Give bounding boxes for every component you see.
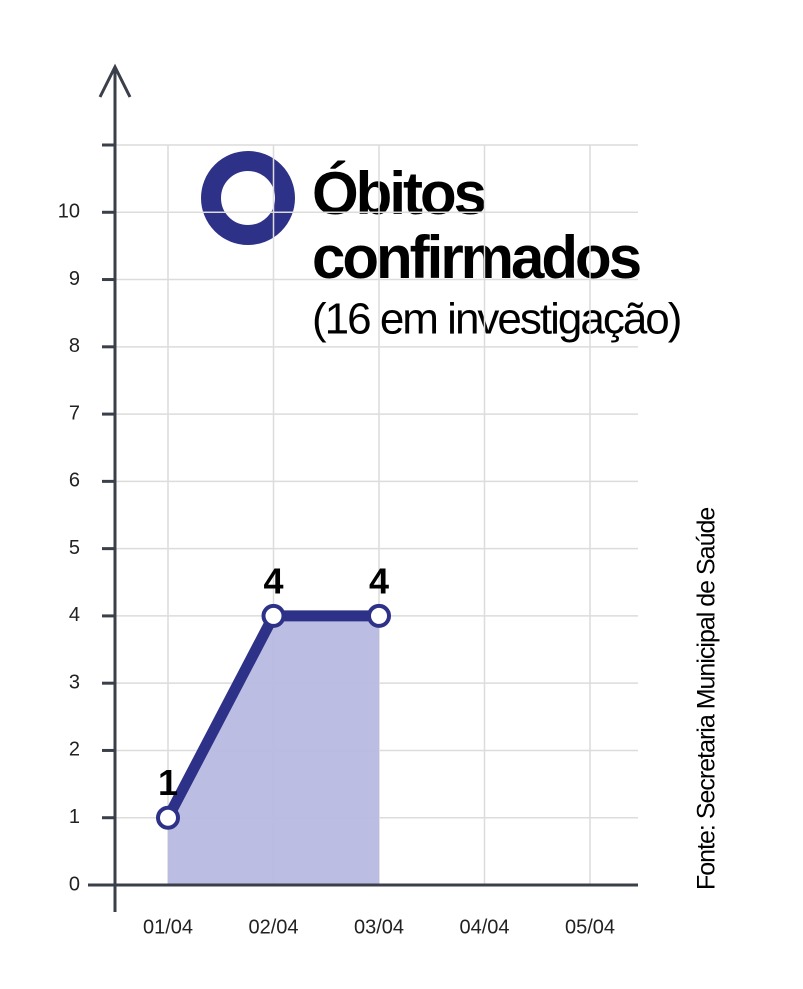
x-tick-label: 01/04 bbox=[143, 916, 193, 938]
chart-subtitle: (16 em investigação) bbox=[312, 295, 680, 344]
point bbox=[156, 805, 180, 830]
y-tick-label: 5 bbox=[69, 537, 80, 559]
x-tick-label: 02/04 bbox=[248, 916, 298, 938]
y-tick-label: 7 bbox=[69, 402, 80, 424]
y-tick-label: 2 bbox=[69, 739, 80, 761]
y-tick-label: 3 bbox=[69, 671, 80, 693]
title-icon bbox=[201, 151, 295, 245]
x-tick-label: 05/04 bbox=[565, 916, 615, 938]
data-label: 1 bbox=[158, 762, 178, 803]
x-tick-label: 04/04 bbox=[459, 916, 509, 938]
y-axis-arrow bbox=[98, 63, 132, 98]
y-tick-label: 4 bbox=[69, 604, 80, 626]
y-tick-label: 6 bbox=[69, 470, 80, 492]
y-tick-label: 9 bbox=[69, 268, 80, 290]
point bbox=[367, 603, 391, 628]
point bbox=[261, 603, 286, 628]
y-tick-label: 8 bbox=[69, 335, 80, 357]
source: Fonte: Secretaria Municipal de Saúde bbox=[693, 508, 721, 890]
data-label: 4 bbox=[369, 560, 389, 601]
data-label: 4 bbox=[263, 560, 283, 601]
y-tick-label: 1 bbox=[69, 806, 80, 828]
y-tick-label: 0 bbox=[69, 873, 80, 895]
y-tick-label: 10 bbox=[58, 201, 80, 223]
area bbox=[168, 615, 379, 885]
chart-title: Óbitos bbox=[312, 160, 485, 227]
x-tick-label: 03/04 bbox=[354, 916, 404, 938]
